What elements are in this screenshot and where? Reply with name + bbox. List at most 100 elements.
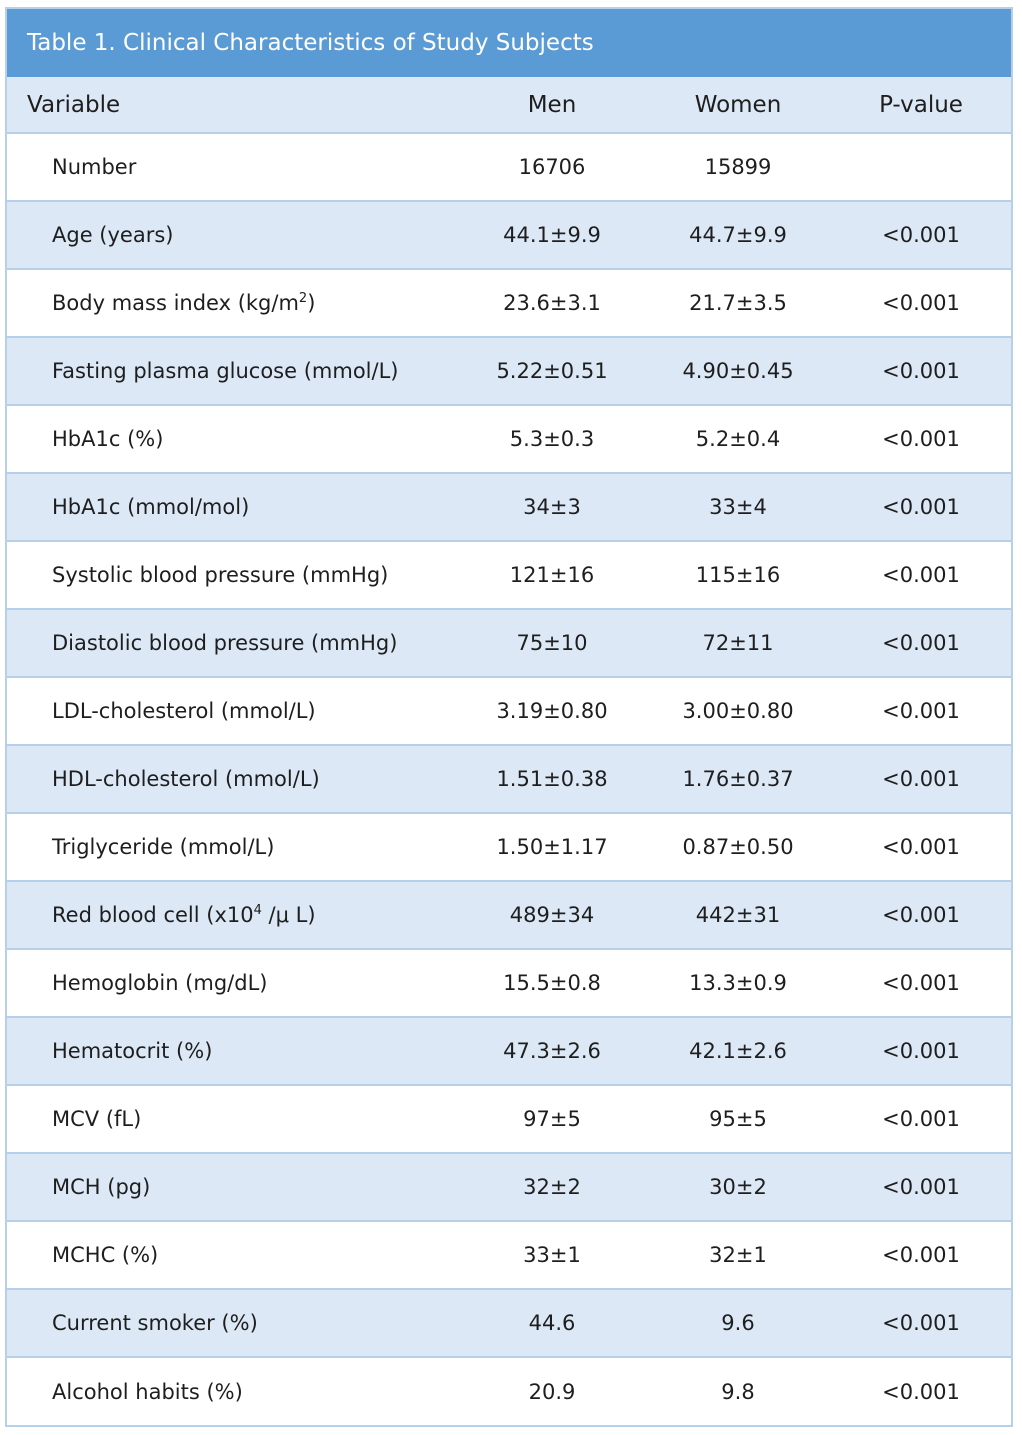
variable-cell: MCHC (%) — [7, 1221, 459, 1290]
men-value: 44.1±9.9 — [459, 201, 645, 270]
p-value: <0.001 — [831, 813, 1011, 882]
table-body: Number 16706 15899 Age (years) 44.1±9.9 44.7±… — [7, 133, 1011, 1425]
variable-label: Alcohol habits (%) — [52, 1379, 243, 1404]
variable-label: Body mass index (kg/m — [52, 291, 299, 315]
variable-label: Age (years) — [52, 223, 174, 247]
variable-cell: Number — [7, 133, 459, 202]
table-row: LDL-cholesterol (mmol/L) 3.19±0.80 3.00±0.… — [7, 677, 1011, 746]
table-row: MCHC (%) 33±1 32±1 <0.001 — [7, 1221, 1011, 1290]
p-value: <0.001 — [831, 473, 1011, 542]
women-value: 115±16 — [645, 541, 831, 610]
variable-label: MCHC (%) — [52, 1243, 159, 1267]
variable-cell: Fasting plasma glucose (mmol/L) — [7, 337, 459, 406]
variable-cell: Systolic blood pressure (mmHg) — [7, 541, 459, 610]
men-value: 5.3±0.3 — [459, 405, 645, 474]
p-value: <0.001 — [831, 1153, 1011, 1222]
table-row: Age (years) 44.1±9.9 44.7±9.9 <0.001 — [7, 201, 1011, 270]
variable-label: LDL-cholesterol (mmol/L) — [52, 699, 316, 723]
table-row: HbA1c (mmol/mol) 34±3 33±4 <0.001 — [7, 473, 1011, 542]
p-value: <0.001 — [831, 1085, 1011, 1154]
women-value: 442±31 — [645, 881, 831, 950]
variable-label-superscript: 4 — [253, 903, 262, 918]
women-value: 3.00±0.80 — [645, 677, 831, 746]
variable-cell: Age (years) — [7, 201, 459, 270]
variable-label: HDL-cholesterol (mmol/L) — [52, 767, 320, 791]
women-value: 33±4 — [645, 473, 831, 542]
table-row: Hemoglobin (mg/dL) 15.5±0.8 13.3±0.9 <0.001 — [7, 949, 1011, 1018]
p-value: <0.001 — [831, 269, 1011, 338]
women-value: 95±5 — [645, 1085, 831, 1154]
women-value: 9.6 — [645, 1289, 831, 1358]
men-value: 33±1 — [459, 1221, 645, 1290]
header-variable: Variable — [7, 77, 459, 134]
table-row: Diastolic blood pressure (mmHg) 75±10 72±1… — [7, 609, 1011, 678]
variable-label-superscript: 2 — [298, 291, 308, 306]
women-value: 44.7±9.9 — [645, 201, 831, 270]
variable-cell: Alcohol habits (%) — [7, 1357, 459, 1425]
variable-cell: Hematocrit (%) — [7, 1017, 459, 1086]
variable-label: Triglyceride (mmol/L) — [52, 835, 275, 859]
table-header: Variable Men Women P-value — [7, 77, 1011, 134]
variable-label: Hemoglobin (mg/dL) — [52, 971, 268, 995]
variable-label: Red blood cell (x10 — [52, 903, 254, 927]
women-value: 21.7±3.5 — [645, 269, 831, 338]
women-value: 1.76±0.37 — [645, 745, 831, 814]
table-row: Alcohol habits (%) 20.9 9.8 <0.001 — [7, 1357, 1011, 1425]
variable-label: Systolic blood pressure (mmHg) — [52, 563, 389, 587]
men-value: 20.9 — [528, 1379, 576, 1404]
table-row: HDL-cholesterol (mmol/L) 1.51±0.38 1.76±0.… — [7, 745, 1011, 814]
variable-cell: HbA1c (mmol/mol) — [7, 473, 459, 542]
women-value: 5.2±0.4 — [645, 405, 831, 474]
women-value: 9.8 — [721, 1379, 755, 1404]
men-value: 23.6±3.1 — [459, 269, 645, 338]
variable-label: Hematocrit (%) — [52, 1039, 213, 1063]
p-value: <0.001 — [831, 541, 1011, 610]
men-value: 121±16 — [459, 541, 645, 610]
header-p-value: P-value — [831, 77, 1011, 134]
men-value: 15.5±0.8 — [459, 949, 645, 1018]
p-value: <0.001 — [831, 1289, 1011, 1358]
women-value: 72±11 — [645, 609, 831, 678]
p-value: <0.001 — [831, 1017, 1011, 1086]
table-row: MCH (pg) 32±2 30±2 <0.001 — [7, 1153, 1011, 1222]
table-title: Table 1. Clinical Characteristics of Stu… — [7, 9, 1011, 77]
variable-label: Current smoker (%) — [52, 1311, 258, 1335]
data-table: Variable Men Women P-value Number 16706 15… — [7, 77, 1011, 1425]
p-value: <0.001 — [831, 1221, 1011, 1290]
p-value: <0.001 — [831, 677, 1011, 746]
table-row: MCV (fL) 97±5 95±5 <0.001 — [7, 1085, 1011, 1154]
variable-cell: Body mass index (kg/m2) — [7, 269, 459, 338]
variable-cell: Red blood cell (x104 /μ L) — [7, 881, 459, 950]
p-value: <0.001 — [831, 337, 1011, 406]
p-value: <0.001 — [831, 201, 1011, 270]
table-row: Red blood cell (x104 /μ L) 489±34 442±31 <0… — [7, 881, 1011, 950]
men-value: 34±3 — [459, 473, 645, 542]
p-value: <0.001 — [831, 609, 1011, 678]
table-row: Number 16706 15899 — [7, 133, 1011, 202]
table-row: Body mass index (kg/m2) 23.6±3.1 21.7±3.5 <… — [7, 269, 1011, 338]
men-value: 44.6 — [459, 1289, 645, 1358]
women-value: 42.1±2.6 — [645, 1017, 831, 1086]
variable-label-suffix: /μ L) — [261, 903, 316, 927]
p-value: <0.001 — [831, 881, 1011, 950]
variable-label: HbA1c (%) — [52, 427, 164, 451]
variable-cell: Diastolic blood pressure (mmHg) — [7, 609, 459, 678]
women-value: 30±2 — [645, 1153, 831, 1222]
header-row: Variable Men Women P-value — [7, 77, 1011, 134]
p-value — [831, 133, 1011, 202]
table-row: HbA1c (%) 5.3±0.3 5.2±0.4 <0.001 — [7, 405, 1011, 474]
women-value: 32±1 — [645, 1221, 831, 1290]
header-men: Men — [459, 77, 645, 134]
p-value: <0.001 — [831, 405, 1011, 474]
variable-label: Fasting plasma glucose (mmol/L) — [52, 359, 399, 383]
variable-label-suffix: ) — [307, 291, 316, 315]
variable-label: MCV (fL) — [52, 1107, 142, 1131]
variable-cell: LDL-cholesterol (mmol/L) — [7, 677, 459, 746]
variable-label: Number — [52, 155, 137, 179]
women-value: 0.87±0.50 — [645, 813, 831, 882]
women-value: 15899 — [645, 133, 831, 202]
variable-cell: MCV (fL) — [7, 1085, 459, 1154]
men-value: 489±34 — [459, 881, 645, 950]
table-row: Triglyceride (mmol/L) 1.50±1.17 0.87±0.50 <… — [7, 813, 1011, 882]
variable-cell: Hemoglobin (mg/dL) — [7, 949, 459, 1018]
